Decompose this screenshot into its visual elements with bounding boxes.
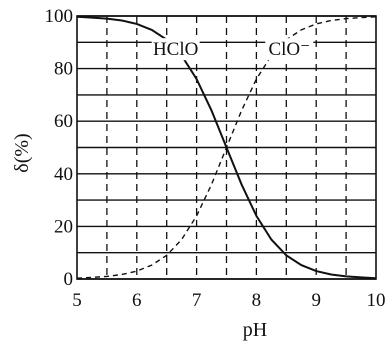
y-axis-title: δ(%) xyxy=(11,133,33,172)
x-axis-title: pH xyxy=(243,319,267,341)
x-tick-label: 6 xyxy=(132,290,142,311)
series-label: HClO xyxy=(153,39,198,60)
plot-frame xyxy=(76,15,377,280)
y-tick-label: 20 xyxy=(54,216,73,237)
x-tick-label: 8 xyxy=(252,290,262,311)
x-tick-label: 10 xyxy=(367,290,385,311)
series-label-bg xyxy=(151,38,200,61)
series-label: ClO⁻ xyxy=(268,39,310,60)
x-tick-label: 5 xyxy=(72,290,82,311)
x-tick-label: 9 xyxy=(311,290,321,311)
series-label-bg xyxy=(265,38,314,61)
y-tick-label: 100 xyxy=(45,6,74,27)
series-line xyxy=(76,16,377,279)
x-tick-label: 7 xyxy=(192,290,202,311)
y-tick-label: 60 xyxy=(54,111,73,132)
y-tick-label: 80 xyxy=(54,59,73,80)
series-labels: HClO ClO⁻ xyxy=(151,38,314,61)
y-tick-label: 40 xyxy=(54,164,73,185)
series-lines xyxy=(76,15,377,280)
y-tick-label: 0 xyxy=(64,269,74,290)
